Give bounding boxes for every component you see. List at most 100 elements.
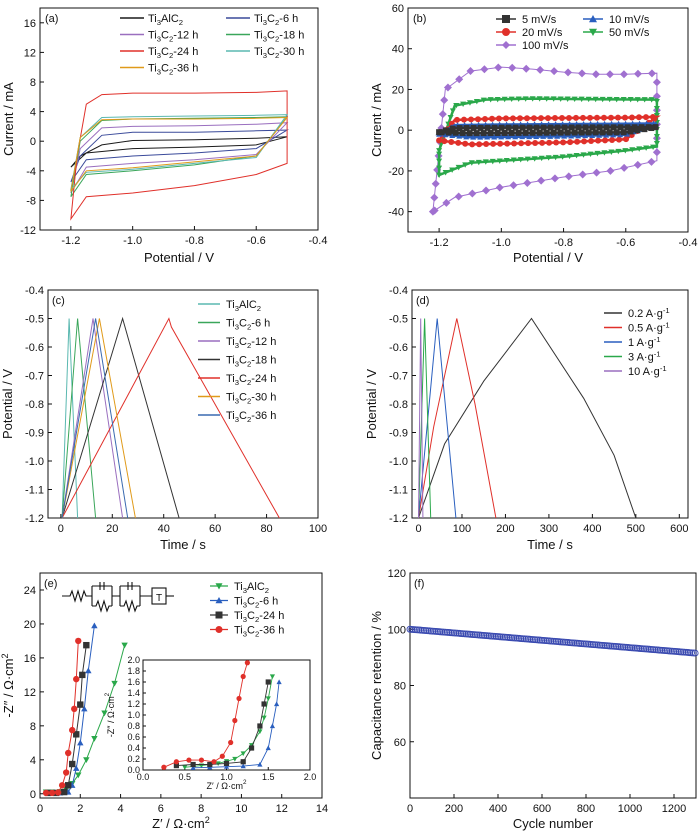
inset-marker — [248, 745, 255, 751]
y-axis-label: -Z″ / Ω·cm2 — [0, 653, 16, 717]
eis-marker — [58, 782, 66, 789]
cv-marker — [653, 98, 660, 105]
cv-marker — [480, 65, 489, 74]
inset-marker — [265, 679, 271, 685]
cv-marker — [619, 70, 628, 79]
eis-marker — [85, 667, 92, 674]
cv-marker — [526, 133, 533, 140]
legend-label: Ti3C2-24 h — [234, 610, 284, 624]
cv-marker — [615, 148, 622, 155]
cv-marker — [531, 156, 538, 162]
warburg-label: T — [156, 593, 162, 604]
cv-marker — [546, 139, 553, 146]
cv-marker — [602, 137, 609, 144]
plot-frame — [39, 7, 319, 231]
gcd-curve — [61, 317, 280, 519]
legend-marker — [502, 15, 510, 23]
cv-marker — [589, 132, 596, 138]
cv-marker — [442, 131, 449, 138]
inset-plot: 0.0 0.5 1.0 1.5 2.00.00.20.40.60.81.01.21.41… — [104, 655, 316, 791]
eis-marker — [48, 789, 56, 797]
inset-marker — [190, 761, 196, 768]
legend-label: Ti3AlC2 — [234, 581, 269, 595]
cv-marker — [631, 124, 638, 131]
inset-marker — [236, 695, 242, 702]
y-tick-label: -1.1 — [25, 485, 44, 497]
cv-marker — [582, 124, 589, 131]
cv-marker — [575, 132, 582, 139]
x-tick-label: -1.0 — [492, 237, 511, 249]
inset-marker — [161, 764, 167, 770]
inset-y-tick-label: 1.2 — [127, 699, 140, 709]
y-tick-label: -12 — [20, 225, 36, 237]
y-tick-label: 8 — [30, 77, 36, 89]
cv-marker — [533, 124, 540, 131]
cv-marker — [482, 159, 489, 165]
eis-curve — [46, 640, 79, 794]
cv-marker — [495, 115, 502, 122]
cv-marker — [487, 97, 494, 103]
cv-marker — [653, 140, 660, 147]
cv-marker — [600, 114, 607, 121]
cv-marker — [455, 164, 462, 171]
cv-marker — [550, 96, 557, 102]
gcd-curve — [61, 316, 180, 519]
cv-marker — [620, 129, 627, 136]
cv-marker — [558, 115, 565, 122]
inset-x-tick-label: 2.0 — [304, 772, 317, 782]
cv-marker — [443, 83, 452, 92]
y-tick-label: -0.6 — [25, 342, 44, 354]
eis-marker — [83, 757, 90, 763]
cv-marker — [441, 138, 448, 145]
inset-marker — [257, 723, 263, 729]
y-tick-label: 60 — [394, 737, 406, 749]
resistor — [62, 589, 92, 603]
cv-marker — [468, 160, 475, 166]
cv-marker — [582, 132, 589, 139]
eis-marker — [101, 710, 108, 717]
y-axis-label: Capacitance retention / % — [369, 611, 384, 760]
cv-marker — [463, 133, 470, 140]
x-axis-label: Cycle number — [513, 816, 594, 831]
cv-marker — [442, 198, 451, 207]
cv-marker — [543, 129, 550, 136]
y-axis-label: Current / mA — [369, 83, 384, 157]
y-tick-label: -0.4 — [389, 285, 408, 297]
cv-marker — [589, 124, 596, 131]
cv-marker — [529, 96, 536, 102]
cv-marker — [519, 124, 526, 131]
cv-marker — [480, 130, 487, 137]
legend-label: Ti3C2-36 h — [148, 63, 198, 77]
x-tick-label: 500 — [627, 523, 645, 535]
legend-marker — [502, 28, 510, 36]
cv-marker — [539, 139, 546, 146]
cv-marker — [518, 140, 525, 147]
cv-marker — [508, 63, 517, 72]
x-tick-label: 800 — [577, 803, 595, 815]
x-tick-label: 1200 — [662, 803, 686, 815]
cv-marker — [634, 127, 641, 134]
cv-marker — [480, 97, 487, 104]
cv-marker — [483, 141, 490, 148]
eis-marker — [54, 789, 62, 796]
cv-marker — [579, 114, 586, 121]
cv-marker — [505, 124, 512, 131]
cv-marker — [477, 134, 484, 140]
cv-marker — [498, 133, 505, 140]
panel-label: (e) — [44, 578, 57, 590]
x-tick-label: 6 — [158, 803, 164, 815]
cv-marker — [517, 157, 524, 163]
y-tick-label: 20 — [24, 619, 36, 631]
x-tick-label: 12 — [276, 803, 288, 815]
eis-marker — [111, 680, 118, 687]
plot-frame — [407, 7, 689, 233]
cv-curve — [70, 129, 289, 183]
cv-marker — [494, 63, 503, 72]
cv-marker — [536, 96, 543, 102]
plot-frame — [47, 289, 319, 519]
legend-label: Ti3AlC2 — [148, 13, 183, 27]
cv-marker — [578, 170, 587, 179]
cv-marker — [468, 189, 477, 198]
cv-curve — [70, 116, 289, 192]
